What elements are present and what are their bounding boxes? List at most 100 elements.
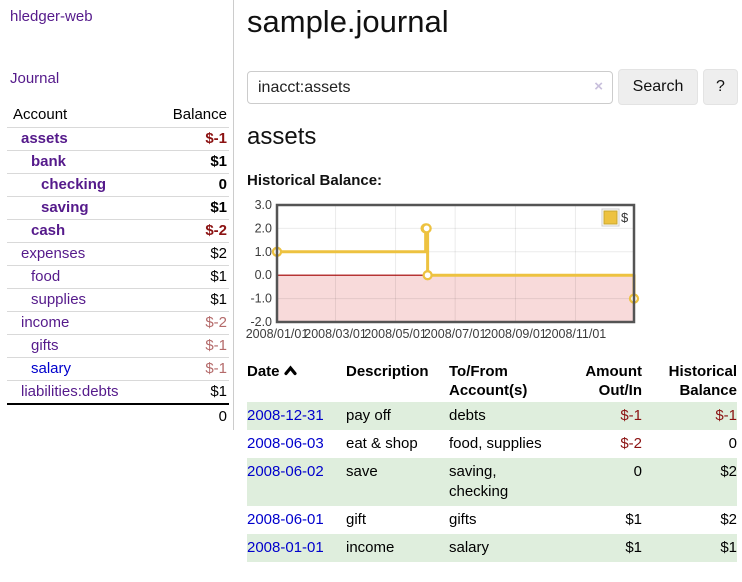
register-row: 2008-06-02 save saving, checking 0 $2 bbox=[247, 458, 737, 506]
account-balance: $-1 bbox=[205, 360, 227, 377]
account-link-liabilities-debts[interactable]: liabilities:debts bbox=[21, 383, 119, 400]
search-button[interactable]: Search bbox=[618, 69, 698, 105]
transaction-balance: $2 bbox=[720, 463, 737, 480]
account-row: assets $-1 bbox=[7, 127, 229, 150]
account-link-bank[interactable]: bank bbox=[31, 153, 67, 170]
transaction-balance: 0 bbox=[728, 435, 737, 452]
account-balance: $1 bbox=[210, 153, 227, 170]
transaction-accounts: gifts bbox=[449, 511, 477, 528]
register-row: 2008-01-01 income salary $1 $1 bbox=[247, 534, 737, 562]
x-tick-label: 2008/03/01 bbox=[304, 327, 367, 341]
y-tick-label: 1.0 bbox=[255, 245, 272, 259]
account-balance: 0 bbox=[218, 176, 227, 193]
account-link-food[interactable]: food bbox=[31, 268, 61, 285]
transaction-description: gift bbox=[346, 511, 367, 528]
account-link-gifts[interactable]: gifts bbox=[31, 337, 59, 354]
register-row: 2008-06-03 eat & shop food, supplies $-2 0 bbox=[247, 430, 737, 458]
total-balance: 0 bbox=[218, 408, 227, 425]
svg-text:$: $ bbox=[621, 210, 629, 225]
transaction-accounts: saving, checking bbox=[449, 463, 509, 500]
account-link-salary[interactable]: salary bbox=[31, 360, 72, 377]
transaction-accounts: debts bbox=[449, 407, 486, 424]
transaction-balance: $2 bbox=[720, 511, 737, 528]
account-link-saving[interactable]: saving bbox=[41, 199, 89, 216]
account-row: income $-2 bbox=[7, 311, 229, 334]
x-tick-label: 2008/05/01 bbox=[364, 327, 427, 341]
chart-legend: $ bbox=[601, 208, 629, 227]
account-row: food $1 bbox=[7, 265, 229, 288]
brand-link[interactable]: hledger-web bbox=[10, 8, 93, 25]
account-link-supplies[interactable]: supplies bbox=[31, 291, 87, 308]
register-table: Date Description To/From Account(s) Amou… bbox=[247, 360, 737, 562]
search-input[interactable] bbox=[247, 71, 613, 104]
accounts-column-header[interactable]: To/From Account(s) bbox=[449, 363, 528, 399]
description-column-header[interactable]: Description bbox=[346, 363, 429, 380]
plot-border bbox=[275, 203, 636, 324]
register-header-row: Date Description To/From Account(s) Amou… bbox=[247, 360, 737, 402]
help-button[interactable]: ? bbox=[703, 69, 738, 105]
account-balance: $1 bbox=[210, 199, 227, 216]
account-row: liabilities:debts $1 bbox=[7, 380, 229, 403]
account-balance: $-1 bbox=[205, 337, 227, 354]
transaction-description: income bbox=[346, 539, 395, 556]
account-row: gifts $-1 bbox=[7, 334, 229, 357]
transaction-accounts: food, supplies bbox=[449, 435, 542, 452]
account-row: checking 0 bbox=[7, 173, 229, 196]
x-tick-label: 2008/11/01 bbox=[545, 327, 607, 341]
y-tick-label: -1.0 bbox=[250, 292, 272, 306]
transaction-date-link[interactable]: 2008-06-01 bbox=[247, 511, 324, 528]
transaction-description: save bbox=[346, 463, 378, 480]
historical-balance-chart[interactable]: $3.0 2.0 1.0 0.0 -1.0 -2.02008/01/012008/03/0… bbox=[240, 198, 644, 345]
date-column-header[interactable]: Date bbox=[247, 360, 346, 402]
register-row: 2008-06-01 gift gifts $1 $2 bbox=[247, 506, 737, 534]
negative-region bbox=[277, 275, 634, 322]
clear-search-icon[interactable]: × bbox=[594, 78, 603, 95]
y-tick-label: 3.0 bbox=[255, 198, 272, 212]
account-row: bank $1 bbox=[7, 150, 229, 173]
account-link-cash[interactable]: cash bbox=[31, 222, 66, 239]
transaction-accounts: salary bbox=[449, 539, 490, 556]
transaction-balance: $-1 bbox=[715, 407, 737, 424]
account-balance: $1 bbox=[210, 268, 227, 285]
account-link-checking[interactable]: checking bbox=[41, 176, 107, 193]
transaction-date-link[interactable]: 2008-06-03 bbox=[247, 435, 324, 452]
register-row: 2008-12-31 pay off debts $-1 $-1 bbox=[247, 402, 737, 430]
x-tick-label: 2008/01/01 bbox=[246, 327, 309, 341]
account-link-income[interactable]: income bbox=[21, 314, 70, 331]
y-tick-label: -2.0 bbox=[250, 315, 272, 329]
account-tree-total: 0 bbox=[7, 403, 229, 428]
balance-column-header-main[interactable]: Historical Balance bbox=[668, 363, 737, 399]
transaction-date-link[interactable]: 2008-01-01 bbox=[247, 539, 324, 556]
account-heading: assets bbox=[247, 123, 317, 150]
x-tick-label: 2008/07/01 bbox=[424, 327, 487, 341]
account-row: cash $-2 bbox=[7, 219, 229, 242]
account-row: saving $1 bbox=[7, 196, 229, 219]
data-point-marker bbox=[422, 270, 433, 281]
amount-column-header[interactable]: Amount Out/In bbox=[585, 363, 642, 399]
account-balance: $-2 bbox=[205, 222, 227, 239]
sort-ascending-icon bbox=[283, 362, 297, 381]
account-tree: Account Balance assets $-1 bank $1 checking 0… bbox=[7, 103, 229, 428]
account-row: expenses $2 bbox=[7, 242, 229, 265]
transaction-date-link[interactable]: 2008-06-02 bbox=[247, 463, 324, 480]
y-tick-label: 2.0 bbox=[255, 221, 272, 235]
account-balance: $-2 bbox=[205, 314, 227, 331]
transaction-amount: $-2 bbox=[620, 435, 642, 452]
transaction-description: pay off bbox=[346, 407, 391, 424]
sidebar-item-journal[interactable]: Journal bbox=[10, 70, 60, 87]
transaction-amount: $1 bbox=[625, 511, 642, 528]
transaction-amount: $-1 bbox=[620, 407, 642, 424]
transaction-date-link[interactable]: 2008-12-31 bbox=[247, 407, 324, 424]
account-balance: $1 bbox=[210, 291, 227, 308]
sidebar-divider bbox=[233, 0, 234, 430]
account-link-assets[interactable]: assets bbox=[21, 130, 68, 147]
x-tick-label: 2008/09/01 bbox=[484, 327, 547, 341]
account-link-expenses[interactable]: expenses bbox=[21, 245, 86, 262]
transaction-description: eat & shop bbox=[346, 435, 418, 452]
account-balance: $-1 bbox=[205, 130, 227, 147]
transaction-balance: $1 bbox=[720, 539, 737, 556]
account-row: salary $-1 bbox=[7, 357, 229, 380]
account-row: supplies $1 bbox=[7, 288, 229, 311]
balance-column-header: Balance bbox=[172, 106, 227, 123]
